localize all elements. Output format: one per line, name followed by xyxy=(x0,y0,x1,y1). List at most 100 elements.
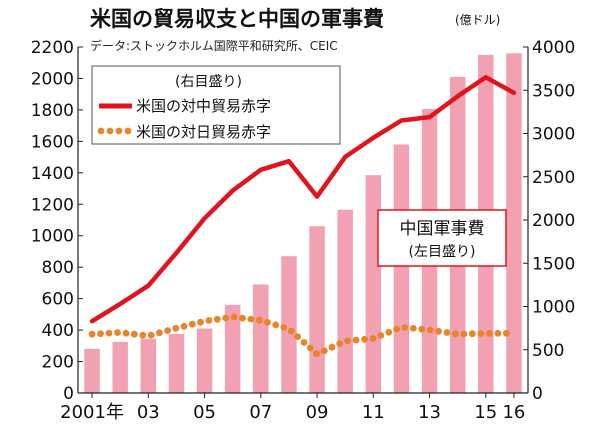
left-tick-label-1200: 1200 xyxy=(31,195,74,215)
line-us-japan-dot-10 xyxy=(172,325,179,332)
line-us-japan-dot-11 xyxy=(181,323,188,330)
line-us-japan-dot-24 xyxy=(288,328,295,335)
line-us-japan-dot-4 xyxy=(123,330,130,337)
line-us-japan-dot-37 xyxy=(385,329,392,336)
line-us-japan-dot-27 xyxy=(307,345,314,352)
right-tick-label-0: 0 xyxy=(532,384,543,404)
line-us-japan-dot-34 xyxy=(361,336,368,343)
line-us-japan-dot-51 xyxy=(503,330,510,337)
x-tick-label-2003: 03 xyxy=(137,402,160,423)
line-us-japan-dot-30 xyxy=(329,344,336,351)
military-bar-2012 xyxy=(394,145,409,393)
military-bar-2010 xyxy=(337,210,352,393)
chart-title: 米国の貿易収支と中国の軍事費 xyxy=(90,7,384,31)
line-us-japan-dot-23 xyxy=(280,324,287,331)
line-us-japan-dot-1 xyxy=(97,330,104,337)
right-tick-label-1000: 1000 xyxy=(532,298,575,318)
line-us-japan-dot-8 xyxy=(156,329,163,336)
legend-dot-0 xyxy=(98,128,105,135)
left-tick-label-1000: 1000 xyxy=(31,227,74,247)
legend-dot-3 xyxy=(125,128,132,135)
military-bar-2002 xyxy=(112,342,127,393)
line-us-japan-dot-50 xyxy=(495,330,502,337)
left-tick-label-1800: 1800 xyxy=(31,101,74,121)
line-us-japan-dot-20 xyxy=(256,317,263,324)
line-us-japan-dot-5 xyxy=(131,331,138,338)
line-us-japan-dot-3 xyxy=(114,329,121,336)
military-bar-2007 xyxy=(253,284,268,393)
line-us-japan-dot-28 xyxy=(313,350,320,357)
military-annotation-label: 中国軍事費 xyxy=(400,219,485,239)
line-us-japan-dot-12 xyxy=(189,321,196,328)
line-us-japan-dot-32 xyxy=(344,338,351,345)
left-tick-label-1400: 1400 xyxy=(31,164,74,184)
line-us-japan-dot-9 xyxy=(164,327,171,334)
legend-dot-1 xyxy=(107,128,114,135)
military-bar-2001 xyxy=(84,349,99,393)
military-bar-2005 xyxy=(197,329,212,393)
line-us-japan-dot-42 xyxy=(427,327,434,334)
source-note: データ:ストックホルム国際平和研究所、CEIC xyxy=(90,38,338,53)
line-us-japan-dot-17 xyxy=(231,314,238,321)
left-tick-label-400: 400 xyxy=(42,321,74,341)
military-spending-annotation: 中国軍事費 (左目盛り) xyxy=(378,210,506,266)
line-us-japan-dot-2 xyxy=(106,330,113,337)
line-us-japan-dot-43 xyxy=(435,328,442,335)
line-us-japan-dot-33 xyxy=(353,337,360,344)
legend-label-us-japan: 米国の対日貿易赤字 xyxy=(136,123,271,141)
line-us-japan-dot-21 xyxy=(264,319,271,326)
right-tick-label-2000: 2000 xyxy=(532,211,575,231)
left-tick-label-2200: 2200 xyxy=(31,38,74,58)
left-tick-label-2000: 2000 xyxy=(31,69,74,89)
line-us-japan-dot-41 xyxy=(418,326,425,333)
x-tick-label-2015: 15 xyxy=(474,402,497,423)
left-tick-label-0: 0 xyxy=(63,384,74,404)
right-tick-label-3000: 3000 xyxy=(532,125,575,145)
line-us-japan-dot-31 xyxy=(336,340,343,347)
x-tick-label-2007: 07 xyxy=(249,402,272,423)
military-bar-2004 xyxy=(169,334,184,393)
right-tick-label-3500: 3500 xyxy=(532,81,575,101)
line-us-japan-dot-29 xyxy=(321,347,328,354)
line-us-japan-dot-47 xyxy=(469,330,476,337)
line-us-japan-dot-39 xyxy=(401,324,408,331)
line-us-japan-dot-49 xyxy=(486,330,493,337)
x-tick-label-2013: 13 xyxy=(418,402,441,423)
line-us-japan-dot-36 xyxy=(378,332,385,339)
x-tick-label-2011: 11 xyxy=(362,402,385,423)
right-tick-label-2500: 2500 xyxy=(532,168,575,188)
line-us-japan-dot-38 xyxy=(393,326,400,333)
line-us-japan-dot-44 xyxy=(444,329,451,336)
x-tick-label-2005: 05 xyxy=(193,402,216,423)
line-us-japan-dot-16 xyxy=(222,315,229,322)
military-bar-2016 xyxy=(506,53,521,393)
line-us-japan-dot-22 xyxy=(272,322,279,329)
left-tick-label-1600: 1600 xyxy=(31,132,74,152)
right-tick-label-500: 500 xyxy=(532,341,564,361)
line-us-japan-dot-13 xyxy=(197,319,204,326)
right-tick-label-4000: 4000 xyxy=(532,38,575,58)
line-us-japan-dot-7 xyxy=(148,332,155,339)
line-us-japan-dot-45 xyxy=(452,330,459,337)
military-annotation-note: (左目盛り) xyxy=(409,244,476,260)
line-us-japan-dot-26 xyxy=(301,339,308,346)
unit-label: (億ドル) xyxy=(455,13,500,27)
x-tick-label-2001: 2001年 xyxy=(60,402,124,423)
line-us-japan-dot-19 xyxy=(248,316,255,323)
line-us-japan-dot-40 xyxy=(410,325,417,332)
line-us-japan-dot-6 xyxy=(139,332,146,339)
right-tick-label-1500: 1500 xyxy=(532,254,575,274)
left-tick-label-600: 600 xyxy=(42,290,74,310)
legend-dot-2 xyxy=(116,128,123,135)
military-bar-2009 xyxy=(309,226,324,393)
left-tick-label-200: 200 xyxy=(42,353,74,373)
x-tick-label-2016: 16 xyxy=(502,402,525,423)
legend: (右目盛り) 米国の対中貿易赤字 米国の対日貿易赤字 xyxy=(92,66,340,144)
military-bar-2003 xyxy=(141,339,156,393)
line-us-japan-dot-15 xyxy=(214,316,221,323)
military-bar-2011 xyxy=(366,175,381,393)
line-us-japan-dot-48 xyxy=(478,330,485,337)
legend-label-us-china: 米国の対中貿易赤字 xyxy=(136,97,271,115)
